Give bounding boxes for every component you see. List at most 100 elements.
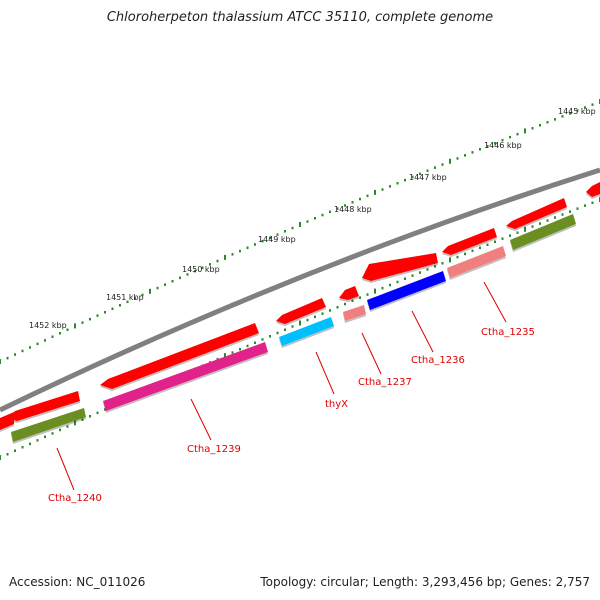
minor-tick bbox=[216, 357, 219, 361]
gene-label-ctha-1240[interactable]: Ctha_1240 bbox=[48, 493, 102, 504]
minor-tick bbox=[411, 274, 414, 277]
gene-label-ctha-1239[interactable]: Ctha_1239 bbox=[187, 444, 241, 455]
minor-tick bbox=[21, 349, 24, 353]
minor-tick bbox=[291, 325, 294, 328]
leader-ctha-1236 bbox=[411, 310, 434, 353]
leader-ctha-1235 bbox=[483, 281, 507, 323]
gene-arrow[interactable] bbox=[586, 182, 600, 197]
minor-tick bbox=[516, 132, 519, 136]
minor-tick bbox=[171, 280, 174, 283]
minor-tick bbox=[329, 210, 331, 214]
minor-tick bbox=[381, 286, 384, 290]
minor-tick bbox=[239, 348, 241, 351]
minor-tick bbox=[359, 197, 361, 201]
minor-tick bbox=[531, 225, 534, 228]
minor-tick bbox=[209, 263, 211, 266]
minor-tick bbox=[246, 344, 249, 348]
gene-arrow-ctha-1240[interactable] bbox=[9, 391, 80, 421]
map-title: Chloroherpeton thalassium ATCC 35110, co… bbox=[106, 10, 494, 25]
minor-tick bbox=[396, 182, 399, 185]
kbp-label-1450: 1450 kbp bbox=[182, 265, 220, 274]
minor-tick bbox=[51, 432, 54, 435]
gene-arrow[interactable] bbox=[506, 198, 567, 229]
minor-tick bbox=[29, 442, 31, 446]
feature-bar-olive-1240[interactable] bbox=[11, 408, 86, 442]
minor-tick bbox=[89, 317, 91, 321]
minor-tick bbox=[419, 271, 421, 274]
major-tick bbox=[224, 353, 226, 359]
feature-bar-olive-right[interactable] bbox=[510, 214, 576, 250]
minor-tick bbox=[306, 220, 309, 223]
gene-arrow-ctha-1239[interactable] bbox=[100, 323, 259, 389]
gene-label-ctha-1236[interactable]: Ctha_1236 bbox=[411, 355, 465, 366]
minor-tick bbox=[96, 411, 99, 415]
minor-tick bbox=[464, 154, 466, 157]
feature-bar-magenta-1239[interactable] bbox=[103, 342, 268, 411]
minor-tick bbox=[314, 315, 316, 319]
major-tick bbox=[524, 128, 526, 134]
minor-tick bbox=[509, 135, 511, 139]
kbp-label-1448: 1448 kbp bbox=[334, 205, 372, 214]
minor-tick bbox=[576, 109, 579, 112]
minor-tick bbox=[441, 163, 444, 166]
minor-tick bbox=[81, 418, 84, 421]
minor-tick bbox=[314, 217, 316, 220]
gene-arrow[interactable] bbox=[0, 412, 14, 430]
tick-row-outer bbox=[0, 99, 600, 364]
minor-tick bbox=[14, 449, 16, 452]
kbp-label-1452: 1452 kbp bbox=[29, 321, 67, 330]
minor-tick bbox=[284, 230, 286, 233]
minor-tick bbox=[66, 328, 69, 331]
minor-tick bbox=[516, 231, 519, 234]
minor-tick bbox=[44, 435, 46, 439]
minor-tick bbox=[276, 331, 279, 335]
minor-tick bbox=[36, 439, 39, 442]
gene-arrow-ctha-1237[interactable] bbox=[339, 286, 359, 300]
minor-tick bbox=[419, 172, 421, 176]
minor-tick bbox=[546, 219, 549, 222]
minor-tick bbox=[591, 103, 594, 106]
minor-tick bbox=[404, 178, 406, 182]
major-tick bbox=[299, 320, 301, 326]
minor-tick bbox=[494, 142, 496, 145]
minor-tick bbox=[36, 342, 39, 346]
minor-tick bbox=[426, 169, 429, 172]
minor-tick bbox=[321, 213, 324, 217]
minor-tick bbox=[261, 239, 264, 243]
minor-tick bbox=[366, 293, 369, 296]
genome-backbone bbox=[0, 167, 600, 413]
gene-arrow-ctha-1236[interactable] bbox=[362, 253, 438, 281]
gene-arrow-thyx[interactable] bbox=[276, 298, 326, 324]
minor-tick bbox=[404, 277, 406, 280]
feature-bar-pink-1237[interactable] bbox=[343, 305, 366, 321]
minor-tick bbox=[306, 318, 309, 322]
minor-tick bbox=[239, 249, 241, 253]
minor-tick bbox=[366, 194, 369, 198]
feature-bar-pink-1235[interactable] bbox=[447, 246, 506, 278]
leader-ctha-1239 bbox=[190, 398, 212, 441]
gene-label-ctha-1235[interactable]: Ctha_1235 bbox=[481, 327, 535, 338]
minor-tick bbox=[479, 148, 481, 151]
major-tick bbox=[449, 158, 451, 164]
major-tick bbox=[299, 222, 301, 227]
minor-tick bbox=[291, 226, 294, 230]
minor-tick bbox=[336, 207, 339, 210]
gene-arrow-ctha-1235[interactable] bbox=[442, 228, 497, 255]
minor-tick bbox=[591, 201, 594, 204]
minor-tick bbox=[456, 255, 459, 259]
minor-tick bbox=[96, 314, 99, 317]
gene-label-thyx[interactable]: thyX bbox=[325, 399, 348, 410]
kbp-label-1451: 1451 kbp bbox=[106, 293, 144, 302]
minor-tick bbox=[126, 300, 129, 304]
minor-tick bbox=[351, 299, 354, 303]
minor-tick bbox=[194, 269, 196, 273]
feature-bar-blue-1236[interactable] bbox=[367, 271, 446, 310]
major-tick bbox=[374, 288, 376, 294]
feature-bar-cyan-thyx[interactable] bbox=[279, 317, 334, 346]
major-tick bbox=[449, 257, 451, 263]
minor-tick bbox=[471, 249, 474, 253]
gene-label-ctha-1237[interactable]: Ctha_1237 bbox=[358, 377, 412, 388]
minor-tick bbox=[389, 283, 391, 287]
minor-tick bbox=[426, 268, 429, 271]
